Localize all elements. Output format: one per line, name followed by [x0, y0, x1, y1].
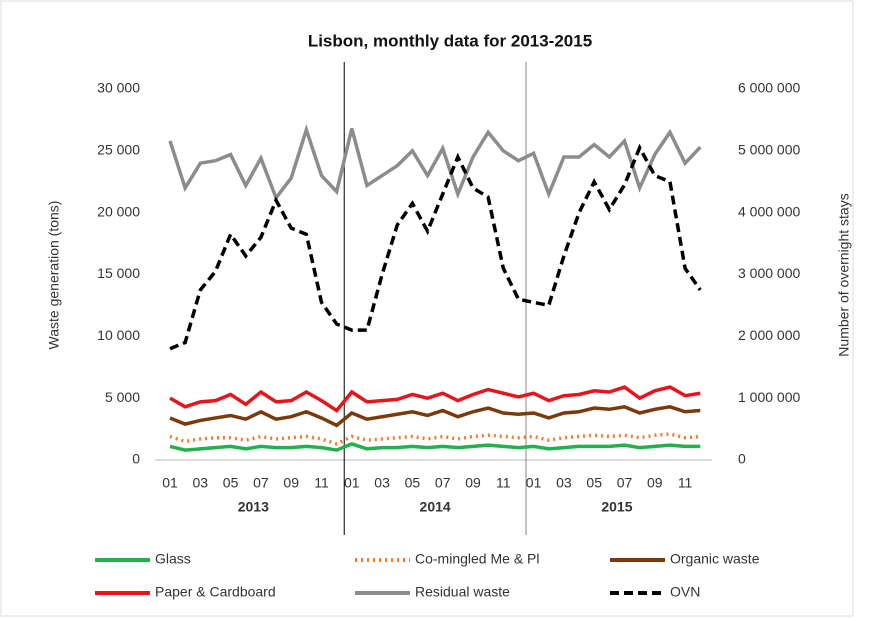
y-tick-label: 15 000 [97, 265, 140, 281]
y2-tick-label: 0 [738, 451, 746, 467]
x-tick-label: 09 [647, 475, 663, 491]
x-tick-label: 11 [314, 475, 329, 491]
x-tick-label: 05 [586, 475, 602, 491]
series-line [169, 432, 701, 446]
legend-label: Paper & Cardboard [155, 584, 276, 600]
series-line [168, 124, 702, 202]
series-line [169, 385, 701, 413]
y-tick-label: 5 000 [105, 389, 140, 405]
x-tick-label: 05 [223, 475, 239, 491]
chart-frame [0, 0, 854, 617]
x-tick-label: 11 [678, 475, 693, 491]
year-label: 2015 [601, 499, 632, 515]
series-line [169, 143, 702, 351]
y2-tick-label: 6 000 000 [738, 80, 800, 96]
legend-label: Organic waste [670, 551, 760, 567]
x-tick-label: 03 [193, 475, 209, 491]
x-tick-label: 09 [465, 475, 481, 491]
y-tick-label: 20 000 [97, 203, 140, 219]
x-tick-label: 03 [556, 475, 572, 491]
x-tick-label: 03 [374, 475, 390, 491]
y-tick-label: 10 000 [97, 327, 140, 343]
y-tick-label: 0 [132, 451, 140, 467]
legend-label: Residual waste [415, 584, 510, 600]
x-tick-label: 07 [617, 475, 633, 491]
y-tick-label: 25 000 [97, 142, 140, 158]
series-line [169, 405, 701, 428]
y-axis-label: Waste generation (tons) [46, 201, 62, 350]
year-label: 2013 [238, 499, 269, 515]
chart-title: Lisbon, monthly data for 2013-2015 [308, 31, 592, 50]
year-label: 2014 [420, 499, 451, 515]
series-line [169, 442, 701, 452]
legend-label: Co-mingled Me & Pl [415, 551, 540, 567]
x-tick-label: 05 [405, 475, 421, 491]
x-tick-label: 01 [344, 475, 360, 491]
y2-tick-label: 2 000 000 [738, 327, 800, 343]
y2-axis-label: Number of overnight stays [836, 193, 852, 356]
x-tick-label: 07 [253, 475, 269, 491]
y2-tick-label: 3 000 000 [738, 265, 800, 281]
x-tick-label: 01 [162, 475, 178, 491]
y2-tick-label: 1 000 000 [738, 389, 800, 405]
x-tick-label: 01 [526, 475, 542, 491]
y2-tick-label: 5 000 000 [738, 142, 800, 158]
x-tick-label: 07 [435, 475, 451, 491]
x-tick-label: 09 [283, 475, 299, 491]
y2-tick-label: 4 000 000 [738, 203, 800, 219]
x-tick-label: 11 [496, 475, 511, 491]
y-tick-label: 30 000 [97, 80, 140, 96]
legend-label: OVN [670, 584, 700, 600]
legend-label: Glass [155, 551, 191, 567]
